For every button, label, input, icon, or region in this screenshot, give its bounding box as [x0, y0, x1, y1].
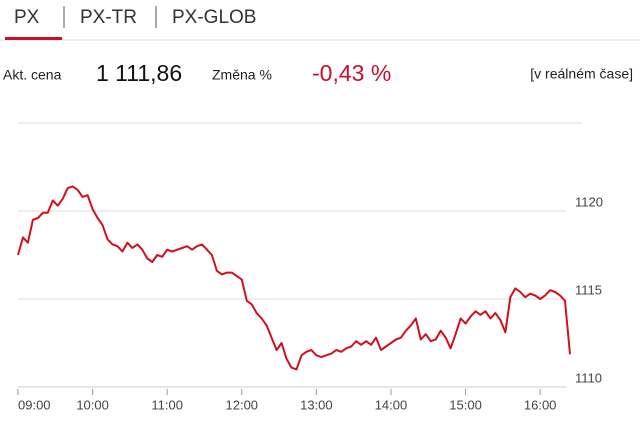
x-tick-label: 16:00 — [524, 397, 557, 412]
tab[interactable]: PX-TR — [80, 7, 137, 28]
price-label: Akt. cena — [3, 67, 62, 83]
x-tick-label: 09:00 — [18, 397, 51, 412]
change: -0,43 % — [312, 60, 391, 86]
y-tick-label: 1115 — [575, 282, 602, 297]
price-line — [17, 185, 571, 371]
tab[interactable]: PX — [14, 7, 40, 28]
price: 1 111,86 — [96, 60, 182, 86]
x-tick-label: 13:00 — [300, 397, 333, 412]
x-tick-label: 11:00 — [151, 397, 183, 412]
x-tick-label: 12:00 — [226, 397, 259, 412]
x-tick-label: 14:00 — [375, 397, 408, 412]
y-tick-label: 1120 — [575, 194, 603, 209]
tab[interactable]: PX-GLOB — [172, 7, 256, 28]
x-tick-label: 15:00 — [449, 397, 482, 412]
active-tab-indicator — [5, 37, 62, 40]
y-tick-label: 1110 — [575, 370, 602, 385]
change-label: Změna % — [212, 67, 272, 83]
realtime-note: [v reálném čase] — [530, 66, 633, 82]
x-tick-label: 10:00 — [76, 397, 109, 412]
